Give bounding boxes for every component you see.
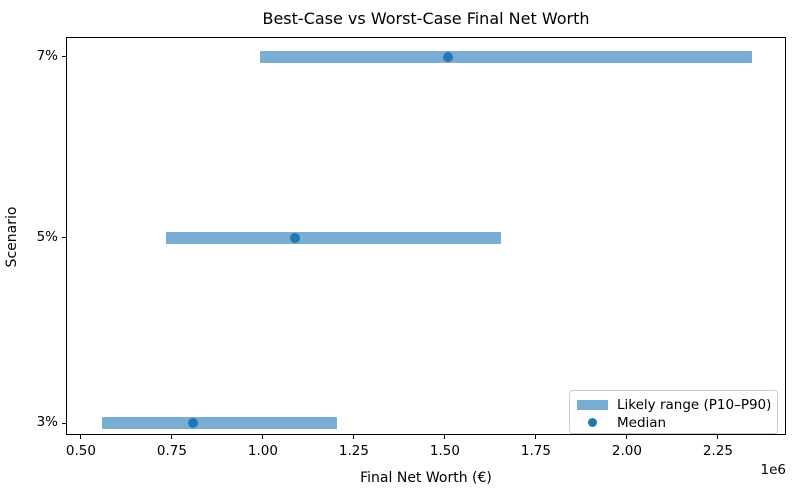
- median-dot: [289, 232, 300, 243]
- x-tick-label: 1.75: [520, 443, 551, 459]
- x-tick-label: 1.00: [247, 443, 278, 459]
- y-tick-mark: [62, 56, 66, 58]
- legend-label-median: Median: [617, 414, 667, 431]
- median-dot: [187, 418, 198, 429]
- x-axis-label: Final Net Worth (€): [360, 470, 492, 486]
- x-tick-mark: [262, 435, 264, 439]
- range-bar: [260, 50, 752, 63]
- y-tick-mark: [62, 422, 66, 424]
- x-tick-mark: [444, 435, 446, 439]
- legend-label-likely-range: Likely range (P10–P90): [617, 396, 772, 413]
- legend-item-median: Median: [577, 414, 769, 431]
- legend-item-likely-range: Likely range (P10–P90): [577, 396, 772, 413]
- x-tick-mark: [171, 435, 173, 439]
- x-tick-label: 2.00: [611, 443, 642, 459]
- x-tick-mark: [80, 435, 82, 439]
- x-tick-label: 0.75: [156, 443, 187, 459]
- range-bar: [165, 231, 501, 244]
- x-tick-label: 2.25: [702, 443, 733, 459]
- x-tick-mark: [535, 435, 537, 439]
- x-tick-mark: [717, 435, 719, 439]
- y-tick-label: 3%: [36, 414, 58, 431]
- plot-area: [66, 37, 786, 435]
- x-tick-mark: [626, 435, 628, 439]
- x-tick-mark: [353, 435, 355, 439]
- x-tick-label: 0.50: [65, 443, 96, 459]
- x-tick-label: 1.25: [338, 443, 369, 459]
- legend: Likely range (P10–P90) Median: [569, 390, 778, 434]
- median-dot: [442, 51, 453, 62]
- chart-title: Best-Case vs Worst-Case Final Net Worth: [262, 9, 590, 28]
- x-tick-label: 1.50: [429, 443, 460, 459]
- y-tick-label: 7%: [36, 47, 58, 64]
- y-tick-mark: [62, 237, 66, 239]
- legend-median-dot-icon: [577, 418, 608, 427]
- legend-range-swatch: [577, 399, 608, 410]
- range-bar: [101, 417, 337, 430]
- x-axis-offset-label: 1e6: [760, 462, 786, 478]
- y-tick-label: 5%: [36, 228, 58, 245]
